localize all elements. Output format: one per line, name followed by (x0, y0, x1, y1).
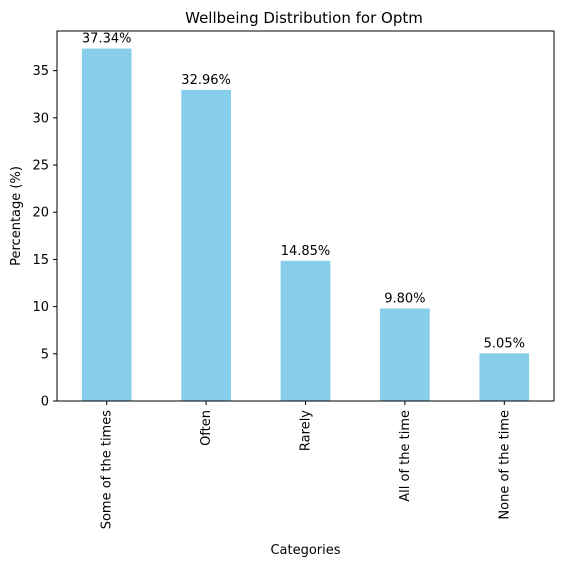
data-label: 32.96% (181, 73, 231, 88)
x-tick-label: None of the time (497, 410, 512, 520)
bar-labels-group: 37.34% 32.96% 14.85% 9.80% 5.05% (82, 32, 525, 352)
data-label: 9.80% (384, 292, 425, 307)
x-tick-label: All of the time (398, 410, 413, 502)
bar (181, 89, 231, 402)
x-tick-label: Some of the times (100, 410, 115, 529)
data-label: 14.85% (281, 244, 331, 259)
x-tick-label: Often (199, 410, 214, 446)
y-tick-label: 15 (32, 253, 49, 268)
y-axis-label: Percentage (%) (9, 166, 24, 266)
plot-frame (56, 30, 555, 402)
y-tick-label: 0 (41, 395, 49, 410)
chart-title: Wellbeing Distribution for Optm (185, 9, 423, 27)
y-tick-label: 20 (32, 206, 49, 221)
data-label: 5.05% (484, 336, 525, 351)
x-axis: Some of the times Often Rarely All of the t… (100, 401, 512, 529)
bars-group (81, 48, 530, 402)
y-tick-label: 10 (32, 300, 49, 315)
data-label: 37.34% (82, 32, 132, 47)
y-tick-label: 5 (41, 347, 49, 362)
y-tick-label: 25 (32, 159, 49, 174)
bar (280, 260, 331, 401)
x-axis-label: Categories (270, 543, 340, 558)
bar (380, 308, 430, 401)
y-tick-label: 35 (32, 64, 49, 79)
bar (81, 48, 132, 401)
y-tick-label: 30 (32, 111, 49, 126)
y-axis: 0 5 10 15 20 25 30 35 (32, 64, 57, 410)
x-tick-label: Rarely (299, 410, 314, 451)
bar (479, 353, 530, 401)
